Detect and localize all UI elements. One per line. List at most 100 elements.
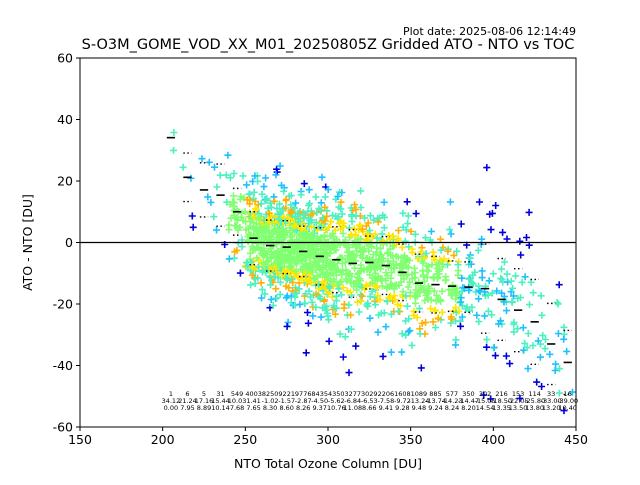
- scatter-point: [469, 271, 477, 279]
- scatter-point: [555, 281, 563, 289]
- scatter-point: [364, 265, 372, 273]
- scatter-point: [475, 295, 483, 303]
- scatter-point: [329, 278, 336, 286]
- scatter-point: [247, 281, 255, 289]
- scatter-point: [247, 231, 255, 239]
- scatter-point: [299, 266, 307, 274]
- x-tick-label: 300: [316, 432, 340, 447]
- scatter-point: [352, 342, 360, 350]
- scatter-point: [370, 216, 378, 224]
- scatter-point: [416, 305, 423, 313]
- scatter-point: [488, 311, 496, 319]
- scatter-point: [382, 277, 390, 285]
- scatter-point: [278, 251, 285, 259]
- scatter-point: [371, 301, 379, 309]
- scatter-point: [374, 292, 382, 300]
- scatter-point: [321, 203, 329, 211]
- scatter-point: [457, 298, 465, 306]
- scatter-point: [282, 196, 290, 204]
- scatter-point: [285, 255, 292, 263]
- scatter-point: [376, 245, 384, 253]
- bin-std-label: 13.35: [492, 404, 511, 412]
- scatter-point: [339, 284, 347, 292]
- scatter-point: [339, 353, 347, 361]
- scatter-point: [290, 204, 298, 212]
- scatter-point: [466, 254, 474, 262]
- y-tick-label: -60: [53, 420, 73, 435]
- scatter-point: [294, 218, 302, 226]
- scatter-point: [258, 286, 266, 293]
- scatter-point: [408, 275, 416, 283]
- scatter-point: [253, 254, 261, 262]
- scatter-point: [536, 353, 544, 361]
- bin-count-label: 9221: [278, 390, 295, 398]
- scatter-point: [498, 265, 505, 273]
- scatter-point: [300, 180, 308, 188]
- scatter-point: [387, 251, 395, 259]
- scatter-point: [423, 274, 431, 281]
- scatter-point: [280, 187, 288, 195]
- scatter-point: [417, 248, 425, 256]
- scatter-point: [357, 291, 365, 299]
- scatter-point: [420, 277, 428, 285]
- bin-std-label: 8.24: [445, 404, 459, 412]
- scatter-point: [330, 238, 338, 246]
- scatter-point: [234, 226, 242, 234]
- bin-std-label: 9.28: [395, 404, 409, 412]
- scatter-point: [267, 281, 274, 289]
- bin-count-label: 302: [479, 390, 491, 398]
- scatter-point: [282, 294, 290, 302]
- scatter-point: [335, 285, 343, 293]
- scatter-point: [308, 279, 315, 287]
- scatter-point: [517, 251, 525, 259]
- scatter-point: [498, 289, 506, 297]
- scatter-point: [417, 364, 425, 372]
- bin-count-label: 350: [462, 390, 474, 398]
- scatter-point: [251, 205, 259, 212]
- scatter-point: [314, 238, 322, 246]
- scatter-point: [523, 234, 530, 241]
- bin-std-label: 8.60: [279, 404, 293, 412]
- bin-mean-label: -25.80: [524, 397, 545, 405]
- scatter-point: [478, 274, 486, 282]
- scatter-point: [282, 204, 290, 212]
- scatter-point: [255, 263, 263, 271]
- scatter-point: [524, 365, 532, 373]
- scatter-point: [450, 251, 458, 259]
- scatter-point: [311, 275, 318, 283]
- scatter-point: [361, 214, 369, 222]
- scatter-point: [400, 275, 408, 283]
- scatter-point: [337, 198, 345, 206]
- scatter-point: [503, 270, 511, 278]
- scatter-point: [295, 253, 303, 261]
- scatter-point: [560, 323, 568, 331]
- scatter-point: [357, 204, 365, 211]
- scatter-point: [332, 271, 340, 279]
- scatter-point: [237, 193, 245, 201]
- scatter-point: [519, 324, 527, 332]
- scatter-point: [365, 231, 373, 239]
- scatter-point: [525, 208, 533, 216]
- scatter-point: [198, 155, 206, 163]
- scatter-point: [262, 174, 270, 182]
- scatter-point: [285, 240, 293, 248]
- scatter-point: [397, 260, 405, 268]
- scatter-point: [446, 226, 454, 234]
- bin-count-label: 31: [216, 390, 224, 398]
- scatter-point: [304, 319, 312, 327]
- scatter-point: [474, 246, 482, 254]
- scatter-point: [437, 235, 444, 243]
- bin-mean-label: -14.47: [458, 397, 479, 405]
- scatter-point: [251, 172, 259, 180]
- x-tick-label: 400: [481, 432, 505, 447]
- bin-count-label: 885: [429, 390, 441, 398]
- scatter-point: [230, 212, 238, 219]
- scatter-point: [447, 290, 455, 297]
- y-tick-label: 60: [57, 51, 73, 66]
- scatter-point: [271, 222, 279, 230]
- bin-mean-label: 10.03: [228, 397, 247, 405]
- bin-mean-label: -4.50: [311, 397, 328, 405]
- scatter-point: [301, 256, 309, 264]
- bin-std-label: 8.26: [296, 404, 310, 412]
- scatter-point: [469, 280, 477, 288]
